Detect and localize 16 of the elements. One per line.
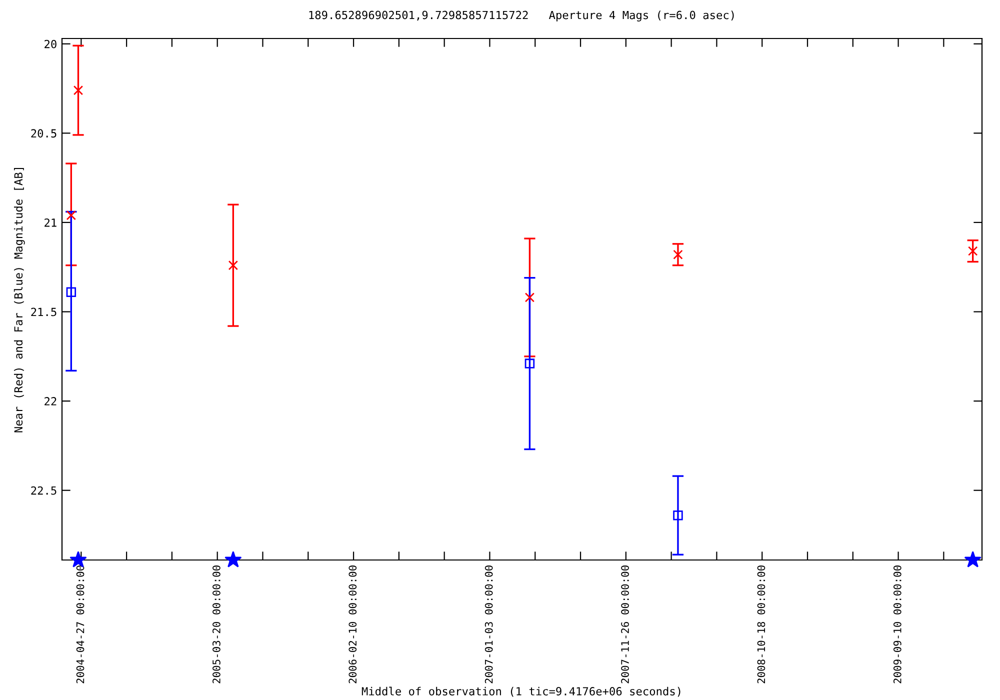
y-tick-label: 22.5: [31, 486, 56, 495]
chart-title: 189.652896902501,9.72985857115722 Aperture 4 Mags (r=6.0 asec): [309, 10, 734, 22]
x-tick-label: 2007-11-26 00:00:00: [621, 566, 629, 684]
y-tick-label: 21: [44, 218, 56, 227]
y-tick-label: 21.5: [31, 308, 56, 316]
x-tick-label: 2009-09-10 00:00:00: [893, 566, 902, 684]
x-tick-label: 2005-03-20 00:00:00: [212, 566, 220, 684]
x-axis-title: Middle of observation (1 tic=9.4176e+06 seconds): [362, 686, 680, 697]
x-tick-label: 2004-04-27 00:00:00: [76, 566, 84, 684]
y-tick-label: 20: [44, 40, 56, 48]
y-axis-title: Near (Red) and Far (Blue) Magnitude [AB]: [14, 168, 25, 432]
y-tick-label: 22: [44, 397, 56, 406]
x-tick-label: 2008-10-18 00:00:00: [757, 566, 766, 684]
x-tick-label: 2007-01-03 00:00:00: [484, 566, 493, 684]
y-tick-label: 20.5: [31, 129, 56, 138]
x-tick-label: 2006-02-10 00:00:00: [348, 566, 357, 684]
